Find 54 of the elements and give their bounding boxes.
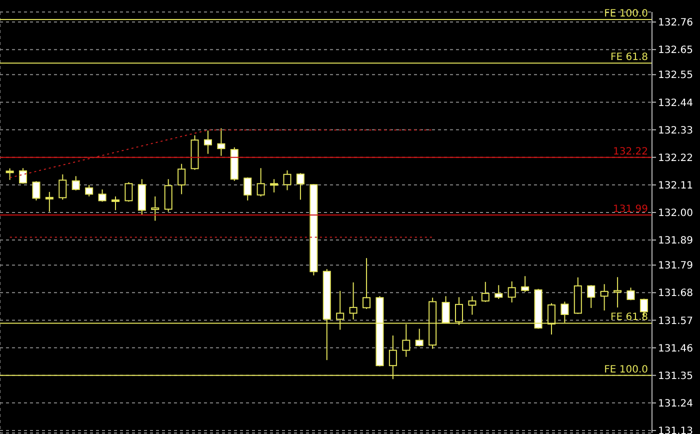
y-tick-label: 131.46	[658, 343, 693, 354]
y-tick-label: 131.68	[658, 288, 693, 300]
candlestick	[270, 178, 278, 193]
y-tick-label: 132.76	[658, 18, 693, 29]
candlestick	[58, 174, 67, 200]
candlestick	[45, 191, 54, 212]
ref-line-label: FE 61.8	[610, 52, 648, 64]
y-tick-label: 131.24	[658, 398, 693, 410]
candlestick	[72, 176, 80, 191]
candlestick	[32, 180, 40, 201]
candlestick	[614, 276, 622, 308]
candlestick	[362, 258, 371, 310]
candlestick	[587, 284, 596, 308]
y-tick-label: 132.44	[658, 98, 693, 109]
candlestick	[508, 280, 516, 303]
y-tick-label: 131.13	[658, 426, 693, 434]
candlestick	[600, 284, 608, 311]
candlestick	[296, 172, 304, 200]
ref-line-label: 131.99	[613, 204, 648, 215]
candlestick	[6, 168, 14, 180]
candlestick	[85, 184, 94, 197]
candlestick	[626, 287, 635, 301]
candlestick	[204, 130, 212, 154]
candlestick	[349, 282, 358, 320]
ref-line-label: FE 100.0	[604, 364, 648, 376]
ref-line-label: 132.22	[613, 146, 648, 158]
candlestick	[164, 178, 172, 212]
ref-line-label: FE 100.0	[604, 8, 648, 20]
y-tick-label: 132.22	[658, 152, 693, 164]
candlestick	[415, 328, 424, 347]
candlestick	[244, 176, 252, 201]
candlestick	[217, 128, 226, 156]
y-tick-label: 132.33	[658, 125, 693, 136]
y-tick-label: 132.65	[658, 45, 693, 56]
ref-line-label: FE 61.8	[610, 312, 648, 324]
y-tick-label: 131.35	[658, 370, 693, 382]
candlestick	[283, 170, 292, 191]
y-tick-label: 132.11	[658, 180, 693, 192]
candlestick	[124, 182, 133, 202]
candlestick	[98, 188, 106, 202]
y-tick-label: 131.89	[658, 236, 693, 247]
candlestick	[481, 281, 490, 302]
candlestick	[19, 168, 28, 184]
y-tick-label: 131.79	[658, 260, 693, 272]
candlestick	[178, 163, 186, 195]
candlestick	[151, 196, 160, 222]
candlestick	[111, 196, 120, 211]
candlestick	[494, 284, 503, 300]
y-tick-label: 131.57	[658, 316, 693, 327]
candlestick	[468, 296, 476, 316]
candlestick	[521, 276, 530, 292]
candlestick	[256, 168, 265, 197]
y-tick-label: 132.55	[658, 70, 693, 82]
y-tick-label: 132.00	[658, 208, 693, 220]
